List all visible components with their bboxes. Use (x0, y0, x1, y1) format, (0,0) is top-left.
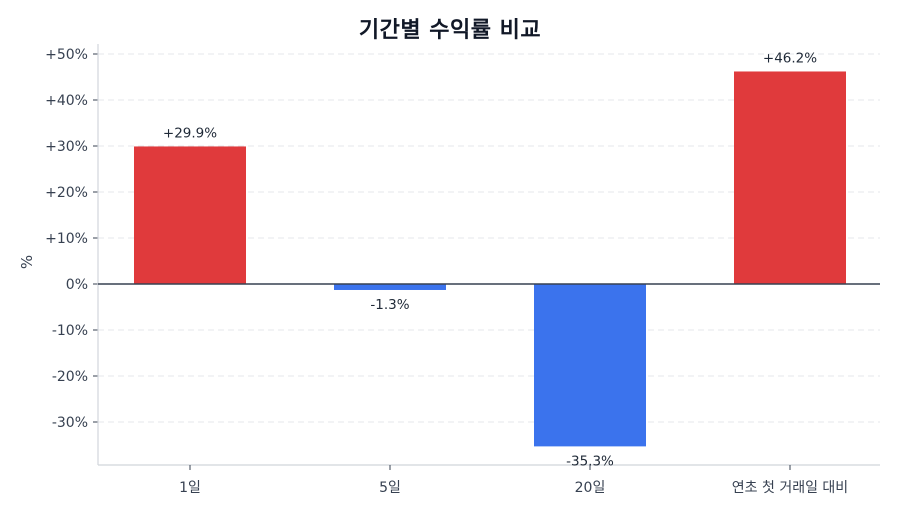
y-tick-label: 0% (66, 277, 88, 293)
y-tick-label: +40% (45, 93, 88, 109)
chart-title: 기간별 수익률 비교 (358, 18, 542, 43)
bar (534, 284, 646, 447)
data-label: +46.2% (763, 50, 817, 66)
y-axis-label: % (18, 255, 36, 269)
data-label: +29.9% (163, 125, 217, 141)
bar (734, 71, 846, 284)
x-tick-label: 1일 (179, 480, 201, 496)
y-tick-label: -10% (52, 323, 88, 339)
y-tick-label: -30% (52, 415, 88, 431)
y-tick-label: +10% (45, 231, 88, 247)
x-tick-label: 20일 (575, 480, 606, 496)
bar (334, 284, 446, 290)
y-tick-label: +20% (45, 185, 88, 201)
x-tick-label: 5일 (379, 480, 401, 496)
y-tick-label: +50% (45, 47, 88, 63)
y-tick-label: -20% (52, 369, 88, 385)
bar (134, 146, 246, 284)
y-tick-label: +30% (45, 139, 88, 155)
x-tick-label: 연초 첫 거래일 대비 (732, 480, 848, 496)
data-label: -1.3% (370, 297, 409, 313)
data-label: -35.3% (566, 453, 614, 469)
